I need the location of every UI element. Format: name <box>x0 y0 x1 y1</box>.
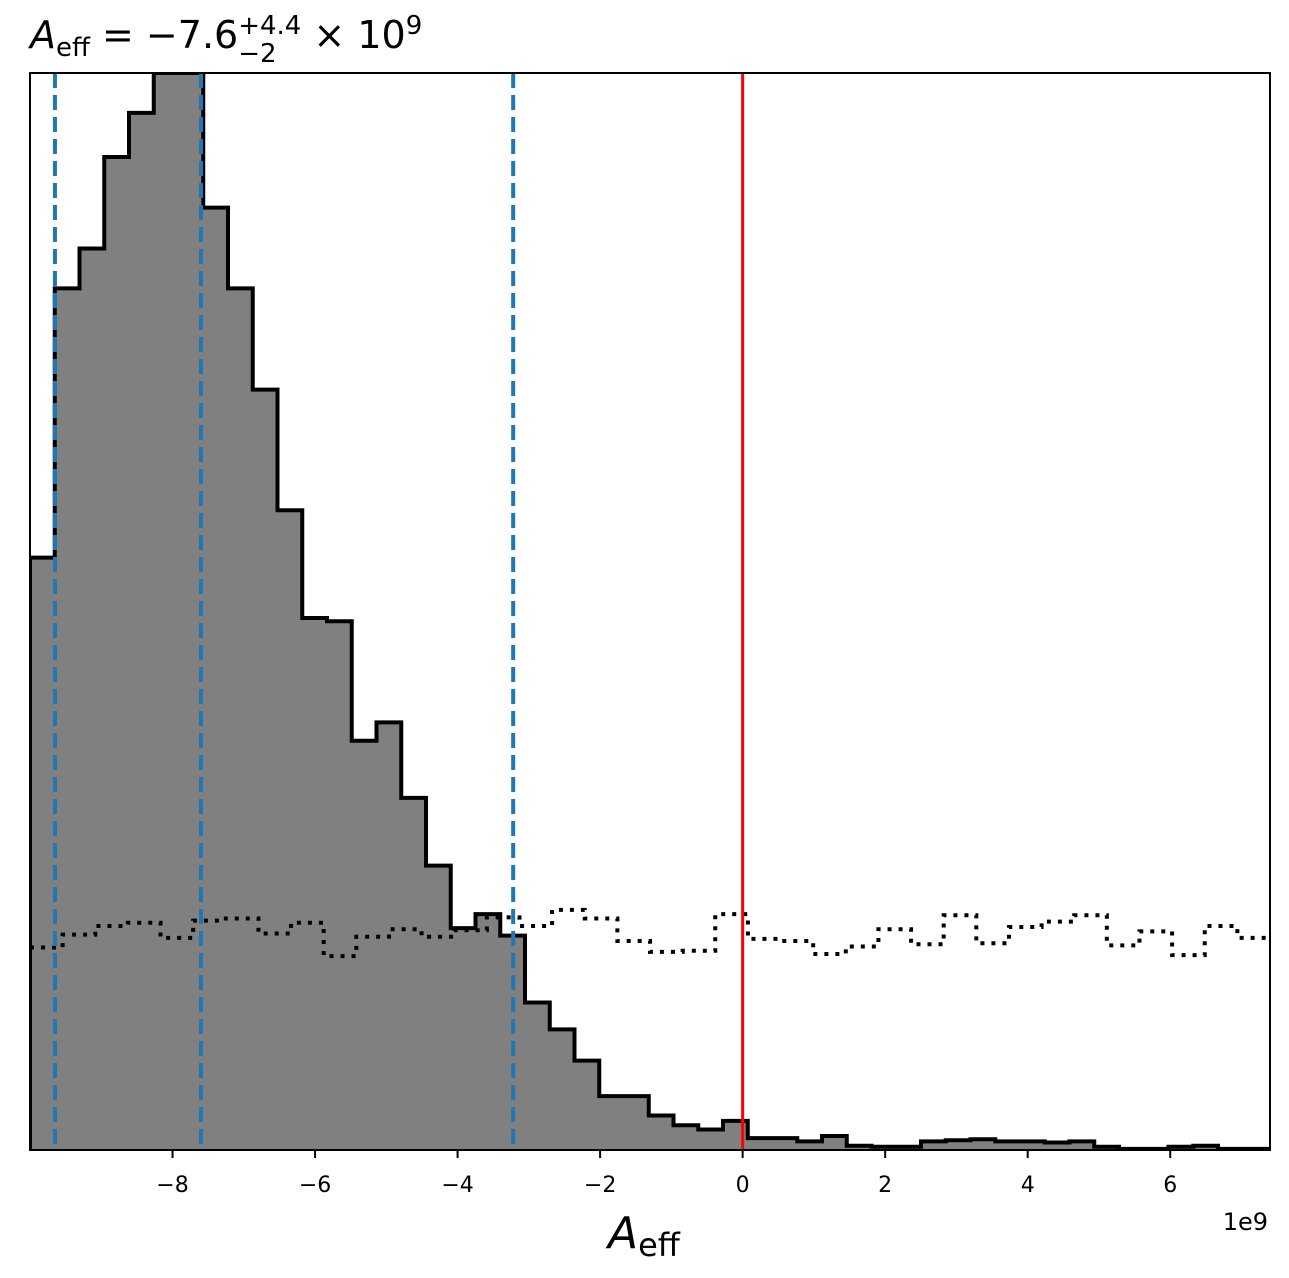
histogram-bar <box>450 928 477 1150</box>
title-median: −7.6 <box>146 13 238 57</box>
histogram-bar <box>648 1115 675 1150</box>
x-axis-label-sub: eff <box>638 1226 681 1264</box>
histogram-outline <box>30 73 1270 1150</box>
histogram-bar <box>574 1060 600 1150</box>
x-tick-label: 0 <box>736 1173 750 1198</box>
histogram-bar <box>153 73 180 1150</box>
histogram-bar <box>104 157 130 1150</box>
x-tick-label: 2 <box>878 1173 892 1198</box>
histogram-bar <box>1069 1141 1095 1150</box>
histogram-bar <box>401 797 427 1150</box>
prior-histogram <box>30 907 1270 959</box>
histogram-bar <box>525 1002 551 1150</box>
histogram-bar <box>351 740 378 1150</box>
x-tick-label: −6 <box>299 1173 331 1198</box>
histogram-bar <box>327 621 353 1150</box>
histogram-bar <box>1044 1142 1071 1150</box>
histogram-bar <box>846 1145 873 1150</box>
x-axis-offset-label: 1e9 <box>1223 1208 1268 1236</box>
prior-outline <box>30 907 1270 959</box>
x-axis-ticks: −8 −6 −4 −2 0 2 4 6 <box>156 1150 1177 1198</box>
title-symbol: A <box>27 13 56 57</box>
histogram-bar <box>475 914 501 1150</box>
histogram-bar <box>228 288 254 1150</box>
histogram-bar <box>30 557 56 1150</box>
title-error-plus: +4.4 <box>238 11 301 41</box>
histogram-bar <box>772 1138 798 1150</box>
histogram-bar <box>54 288 81 1150</box>
histogram-bar <box>426 865 452 1150</box>
histogram-bar <box>79 248 105 1150</box>
histogram-bar <box>549 1029 576 1150</box>
posterior-histogram <box>30 73 1270 1150</box>
x-axis-label: Aeff <box>605 1208 681 1264</box>
title-exponent: 9 <box>406 11 423 41</box>
histogram-bar <box>624 1096 650 1150</box>
histogram-bar <box>822 1135 848 1150</box>
histogram-bar <box>945 1140 972 1150</box>
axes-frame <box>29 72 1271 1151</box>
histogram-bar <box>970 1139 996 1150</box>
x-tick-label: −4 <box>441 1173 473 1198</box>
title-equals: = <box>90 13 146 57</box>
x-tick-label: 4 <box>1021 1173 1035 1198</box>
chart-title: Aeff = −7.6+4.4 −2 × 109 <box>27 11 422 69</box>
histogram-bar <box>302 617 328 1150</box>
histogram-bar <box>673 1125 699 1150</box>
histogram-bar <box>599 1096 625 1150</box>
histogram-bar <box>252 389 279 1150</box>
histogram-bar <box>129 112 155 1150</box>
histogram-bar <box>921 1141 947 1150</box>
histogram-bar <box>1020 1141 1046 1150</box>
histogram-bar <box>203 207 229 1150</box>
reference-lines <box>52 73 745 1150</box>
title-error-minus: −2 <box>238 39 276 69</box>
title-symbol-sub: eff <box>56 33 91 63</box>
histogram-bar <box>723 1120 749 1150</box>
histogram-bar <box>797 1141 823 1150</box>
x-axis-label-symbol: A <box>605 1208 638 1259</box>
x-tick-label: −2 <box>584 1173 616 1198</box>
histogram-bar <box>747 1138 774 1150</box>
histogram-bar <box>698 1129 724 1150</box>
histogram-bar <box>277 510 303 1150</box>
histogram-bar <box>1193 1145 1219 1150</box>
plot-area <box>30 73 1270 1150</box>
histogram-bar <box>995 1141 1021 1150</box>
x-tick-label: −8 <box>156 1173 188 1198</box>
x-tick-label: 6 <box>1163 1173 1177 1198</box>
title-multiplier: × 10 <box>301 13 405 57</box>
